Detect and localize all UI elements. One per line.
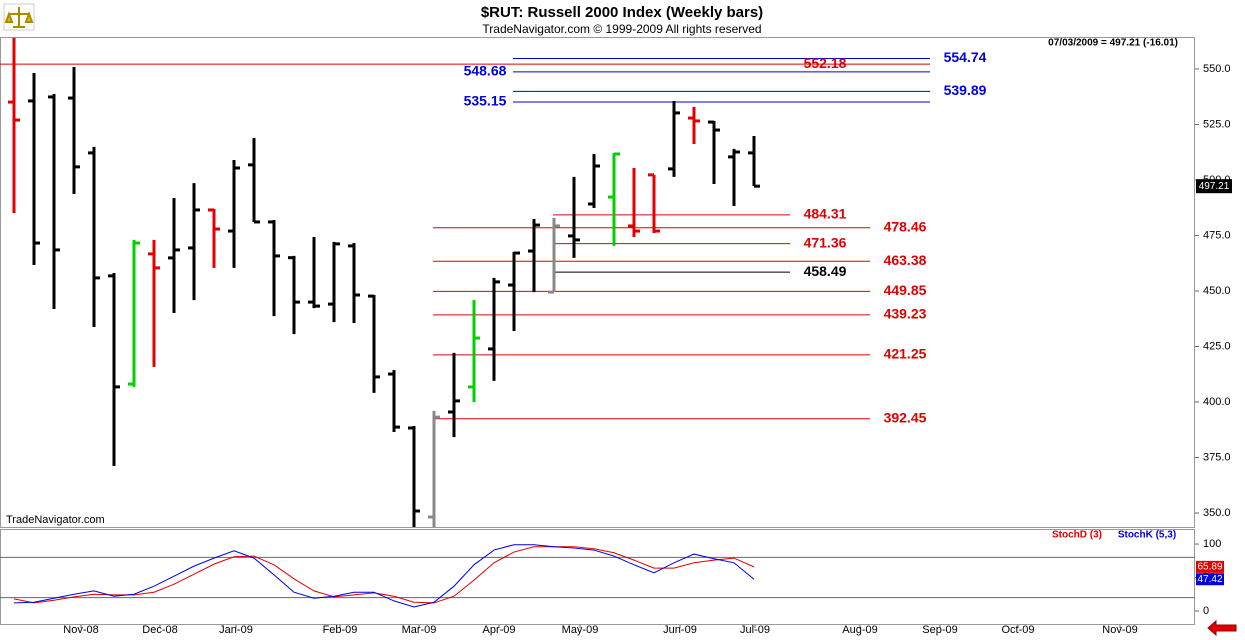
level-label: 463.38	[884, 252, 927, 268]
level-label: 421.25	[884, 346, 927, 362]
x-tick-label: Nov-09	[1102, 624, 1137, 636]
header-quote: 07/03/2009 = 497.21 (-16.01)	[1048, 38, 1178, 49]
y-tick-label: 375.0	[1203, 451, 1231, 463]
logo	[3, 3, 35, 31]
last-value-box	[1196, 573, 1224, 586]
y-tick-label: 475.0	[1203, 229, 1231, 241]
y-tick-label: 450.0	[1203, 285, 1231, 297]
x-tick-label: Nov-08	[63, 624, 98, 636]
x-tick-label: May-09	[562, 624, 599, 636]
level-label: 548.68	[464, 63, 507, 79]
x-tick-label: Oct-09	[1001, 624, 1034, 636]
level-label: 552.18	[804, 55, 847, 71]
watermark: TradeNavigator.com	[6, 514, 105, 526]
level-label: 478.46	[884, 219, 927, 235]
level-label: 535.15	[464, 93, 507, 109]
y-tick-label: 100	[1203, 538, 1221, 550]
level-label: 392.45	[884, 409, 927, 425]
stoch-line	[13, 546, 755, 604]
level-label: 484.31	[804, 206, 847, 222]
y-tick-label: 525.0	[1203, 118, 1231, 130]
last-price-label: 497.21	[1199, 181, 1230, 192]
stoch-panel	[0, 529, 1195, 625]
x-tick-label: Jun-09	[663, 624, 697, 636]
y-tick-label: 425.0	[1203, 340, 1231, 352]
chart-subtitle: TradeNavigator.com © 1999-2009 All right…	[482, 22, 761, 36]
level-label: 539.89	[944, 82, 987, 98]
level-label: 439.23	[884, 306, 927, 322]
scroll-arrow[interactable]	[1207, 619, 1237, 637]
y-tick-label: 400.0	[1203, 396, 1231, 408]
last-value-label: 65.89	[1197, 562, 1222, 573]
chart-title: $RUT: Russell 2000 Index (Weekly bars)	[481, 4, 763, 21]
price-panel	[0, 37, 1195, 528]
level-label: 471.36	[804, 234, 847, 250]
level-label: 449.85	[884, 282, 927, 298]
x-tick-label: Mar-09	[402, 624, 437, 636]
y-tick-label: 550.0	[1203, 63, 1231, 75]
y-tick-label: 0	[1203, 605, 1209, 617]
x-tick-label: Jan-09	[219, 624, 253, 636]
x-tick-label: Sep-09	[922, 624, 957, 636]
x-tick-label: Jul-09	[740, 624, 770, 636]
x-tick-label: Aug-09	[842, 624, 877, 636]
last-price-box	[1196, 179, 1232, 194]
last-value-box	[1196, 560, 1224, 573]
x-tick-label: Dec-08	[142, 624, 177, 636]
legend-entry: StochD (3)	[1052, 530, 1102, 541]
x-tick-label: Apr-09	[482, 624, 515, 636]
level-label: 458.49	[804, 263, 847, 279]
y-tick-label: 350.0	[1203, 507, 1231, 519]
x-tick-label: Feb-09	[323, 624, 358, 636]
level-label: 554.74	[944, 49, 987, 65]
stoch-line	[13, 544, 755, 608]
legend-entry: StochK (5,3)	[1118, 530, 1176, 541]
last-value-label: 47.42	[1197, 574, 1222, 585]
